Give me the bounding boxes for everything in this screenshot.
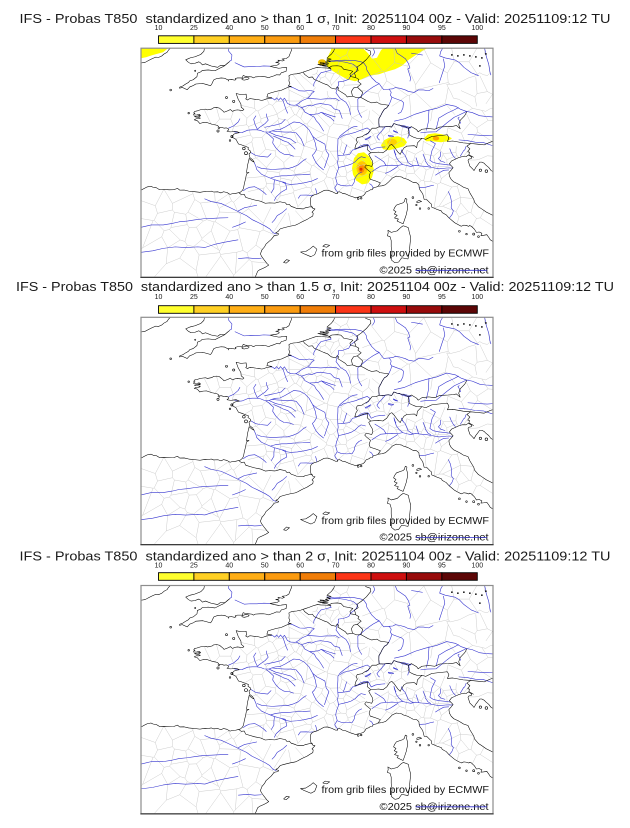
svg-text:10: 10 [155,294,163,301]
svg-text:10: 10 [155,562,163,569]
svg-text:from grib files provided by EC: from grib files provided by ECMWF [322,785,490,796]
svg-text:IFS - Probas T850 standardize: IFS - Probas T850 standardized ano > tha… [20,11,611,26]
svg-text:©2025 sb@irizone.net: ©2025 sb@irizone.net [380,533,489,544]
svg-text:IFS - Probas T850 standardize: IFS - Probas T850 standardized ano > tha… [20,548,611,563]
svg-text:70: 70 [332,294,340,301]
svg-text:25: 25 [190,562,198,569]
svg-text:50: 50 [261,294,269,301]
svg-text:70: 70 [332,25,340,32]
svg-text:90: 90 [403,562,411,569]
svg-text:60: 60 [296,294,304,301]
svg-text:IFS - Probas T850 standardize: IFS - Probas T850 standardized ano > tha… [16,279,614,294]
svg-text:25: 25 [190,25,198,32]
svg-text:from grib files provided by EC: from grib files provided by ECMWF [322,249,490,260]
svg-text:40: 40 [225,562,233,569]
svg-text:100: 100 [471,294,483,301]
svg-text:10: 10 [155,25,163,32]
svg-text:70: 70 [332,562,340,569]
svg-text:©2025 sb@irizone.net: ©2025 sb@irizone.net [380,802,489,813]
svg-text:90: 90 [403,294,411,301]
svg-text:50: 50 [261,25,269,32]
svg-text:80: 80 [367,25,375,32]
svg-text:80: 80 [367,294,375,301]
svg-text:©2025 sb@irizone.net: ©2025 sb@irizone.net [380,266,489,277]
svg-text:25: 25 [190,294,198,301]
svg-text:100: 100 [471,25,483,32]
svg-text:95: 95 [438,25,446,32]
svg-text:60: 60 [296,562,304,569]
svg-text:40: 40 [225,25,233,32]
svg-text:80: 80 [367,562,375,569]
svg-text:90: 90 [403,25,411,32]
svg-text:50: 50 [261,562,269,569]
svg-text:100: 100 [471,562,483,569]
svg-text:95: 95 [438,294,446,301]
svg-text:40: 40 [225,294,233,301]
svg-text:95: 95 [438,562,446,569]
svg-text:60: 60 [296,25,304,32]
svg-text:from grib files provided by EC: from grib files provided by ECMWF [322,516,490,527]
